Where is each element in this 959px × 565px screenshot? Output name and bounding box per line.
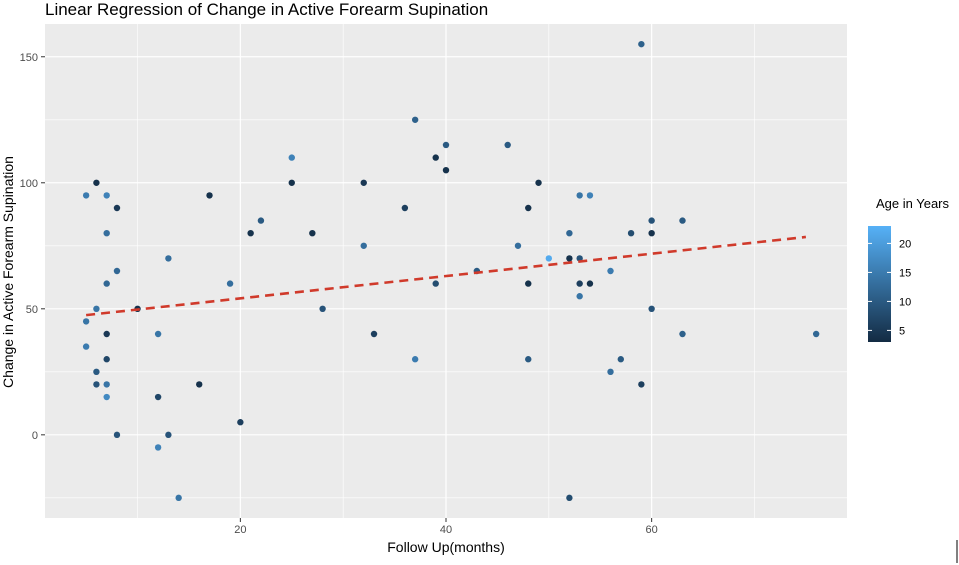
data-point <box>82 343 90 350</box>
data-point <box>93 305 100 313</box>
data-point <box>103 229 110 237</box>
data-point <box>247 229 254 237</box>
data-point <box>196 381 203 388</box>
y-tick-label: 50 <box>26 304 38 316</box>
data-point <box>360 242 367 249</box>
data-point <box>82 318 90 325</box>
data-point <box>432 280 439 287</box>
data-point <box>154 393 162 401</box>
data-point <box>576 280 583 287</box>
data-point <box>411 356 419 363</box>
data-point <box>525 280 532 287</box>
x-axis-title: Follow Up(months) <box>387 539 504 555</box>
data-point <box>288 179 295 186</box>
data-point <box>648 217 655 224</box>
data-point <box>237 419 244 426</box>
data-point <box>103 356 110 363</box>
data-point <box>586 280 594 287</box>
data-point <box>576 293 583 300</box>
data-point <box>226 280 234 287</box>
data-point <box>566 494 573 502</box>
chart-title: Linear Regression of Change in Active Fo… <box>45 0 488 19</box>
y-tick-label: 0 <box>32 430 38 442</box>
data-point <box>103 280 110 287</box>
data-point <box>103 381 110 388</box>
data-point <box>360 179 367 186</box>
data-point <box>93 179 100 186</box>
major-gridlines <box>45 24 847 518</box>
data-point <box>154 444 162 451</box>
legend-tick-label: 10 <box>899 296 911 308</box>
data-point <box>93 368 100 376</box>
data-point <box>154 330 162 338</box>
data-point <box>411 116 419 123</box>
data-point <box>319 305 326 313</box>
data-point <box>627 229 635 237</box>
data-point <box>82 192 90 199</box>
data-point <box>535 179 542 186</box>
data-point <box>257 217 265 224</box>
regression-line <box>85 235 807 317</box>
data-point <box>93 381 100 388</box>
data-point <box>586 192 594 199</box>
data-point <box>514 242 522 249</box>
data-point <box>165 431 172 439</box>
data-point <box>288 154 295 161</box>
data-point <box>103 393 110 401</box>
data-point <box>309 229 316 237</box>
data-point <box>545 255 553 262</box>
x-tick-label: 40 <box>440 524 452 536</box>
data-point <box>525 356 532 363</box>
y-axis-title: Change in Active Forearm Supination <box>0 156 16 388</box>
legend-tick-label: 15 <box>899 267 911 279</box>
x-tick-label: 60 <box>646 524 658 536</box>
data-point <box>648 229 655 237</box>
data-point <box>812 330 820 338</box>
y-axis-ticks: 0 50 100 150 <box>20 52 45 442</box>
data-point <box>638 381 645 388</box>
data-point <box>103 330 110 338</box>
data-point <box>648 305 655 313</box>
data-point <box>175 494 182 502</box>
data-point <box>103 192 110 199</box>
data-point <box>607 267 614 275</box>
legend-title: Age in Years <box>876 196 950 211</box>
data-point <box>113 267 121 275</box>
legend-colorbar <box>868 226 891 342</box>
legend-tick-label: 5 <box>899 325 905 337</box>
data-point <box>206 192 213 199</box>
data-point <box>638 40 645 48</box>
data-point <box>442 141 450 149</box>
data-point <box>401 204 409 212</box>
data-point <box>566 255 573 262</box>
data-point <box>370 330 378 338</box>
y-tick-label: 100 <box>20 178 38 190</box>
data-point <box>617 356 624 363</box>
data-point <box>113 204 121 212</box>
data-point <box>679 330 686 338</box>
data-point <box>504 141 511 149</box>
x-axis-ticks: 20 40 60 <box>234 518 658 536</box>
data-point <box>165 255 172 262</box>
legend-tick-label: 20 <box>899 238 911 250</box>
color-legend: Age in Years 5 10 15 20 <box>868 196 950 342</box>
data-point <box>525 204 532 212</box>
data-point <box>679 217 686 224</box>
y-tick-label: 150 <box>20 52 38 64</box>
data-point <box>576 255 583 262</box>
x-tick-label: 20 <box>234 524 246 536</box>
legend-ticks: 5 10 15 20 <box>868 238 911 337</box>
data-points <box>82 40 820 502</box>
data-point <box>432 154 439 161</box>
data-point <box>442 166 450 174</box>
data-point <box>607 368 614 376</box>
data-point <box>113 431 121 439</box>
data-point <box>566 229 573 237</box>
regression-layer <box>85 235 807 317</box>
data-point <box>576 192 583 199</box>
